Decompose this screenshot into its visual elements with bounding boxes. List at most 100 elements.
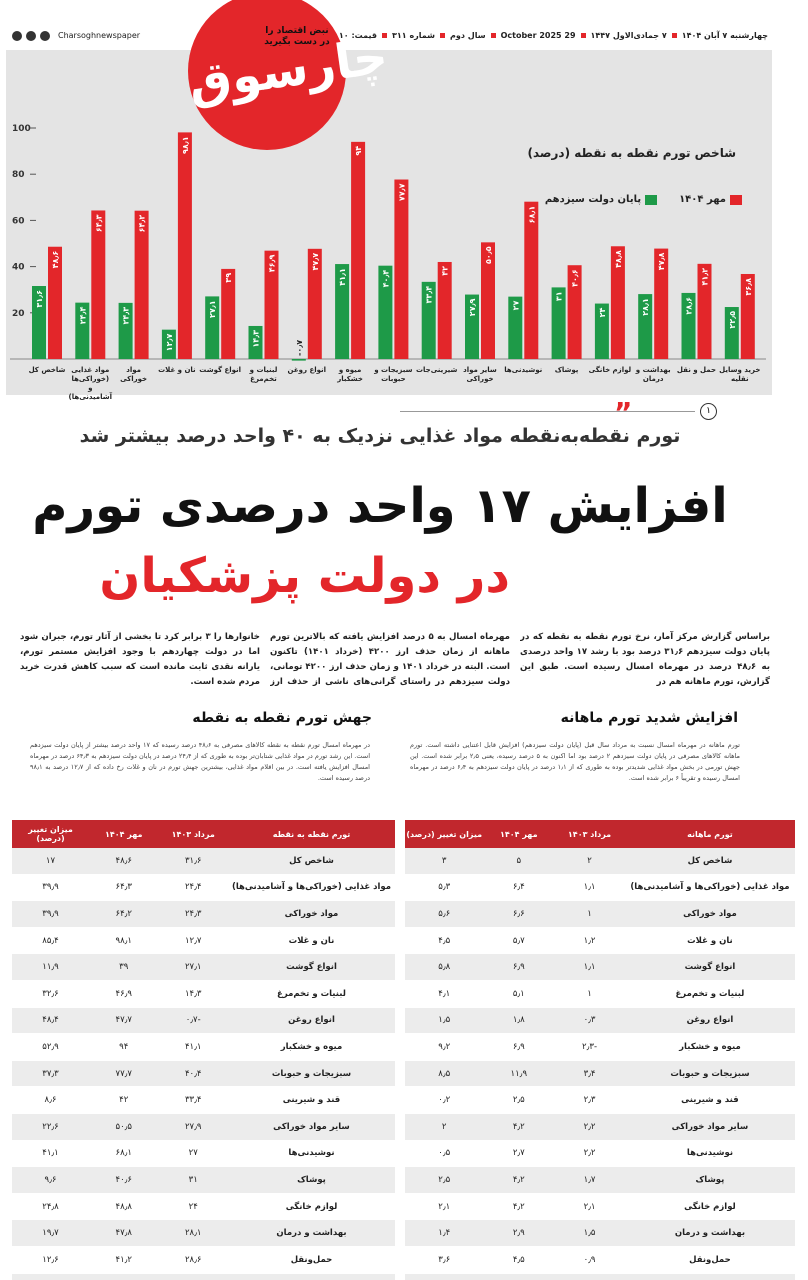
logo-disc <box>188 0 346 150</box>
social-icon[interactable] <box>12 31 22 41</box>
value-label: -۰٫۷ <box>295 340 304 356</box>
table-cell: ۸۵٫۴ <box>12 927 89 955</box>
y-tick-label: 100 <box>12 124 31 134</box>
bar <box>307 248 322 359</box>
category-label: مواد غذایی (خوراکی‌ها و آشامیدنی‌ها) <box>68 366 113 401</box>
category-label: میوه و خشکبار <box>337 366 363 383</box>
table-cell: ۵ <box>483 848 555 875</box>
category-label: شاخص کل <box>28 366 66 374</box>
value-label: ۳۱٫۶ <box>35 290 44 308</box>
table-cell: -۰٫۷ <box>554 1273 625 1280</box>
table-cell: انواع گوشت <box>624 953 795 981</box>
value-label: ۴۷٫۸ <box>657 252 666 270</box>
table-row: قند و شیرینی ۳۳٫۴ ۴۲ ۸٫۶ <box>12 1086 395 1114</box>
bar <box>421 281 436 359</box>
column-header: تورم نقطه به نقطه <box>227 820 395 848</box>
bar <box>335 264 350 359</box>
value-label: ۷۷٫۷ <box>397 183 406 201</box>
table-row: مواد خوراکی ۱ ۶٫۶ ۵٫۶ <box>405 900 795 928</box>
value-label: ۲۴٫۴ <box>78 307 87 325</box>
table-cell: ۱۱٫۹ <box>12 953 89 981</box>
table-cell: نوشیدنی‌ها <box>227 1140 395 1168</box>
table-row: نوشیدنی‌ها ۲٫۲ ۲٫۷ ۰٫۵ <box>405 1140 795 1168</box>
bar <box>740 273 755 359</box>
table-cell: ۱٫۴ <box>405 1219 484 1247</box>
table-cell: ۴٫۲ <box>483 1113 555 1141</box>
table-cell: ۱۱٫۹ <box>483 1060 555 1088</box>
column-header: مرداد ۱۴۰۳ <box>554 820 625 848</box>
table-cell: ۰٫۵ <box>405 1140 484 1168</box>
value-label: ۴۷٫۷ <box>311 253 320 271</box>
page-number: ۱ <box>700 403 717 420</box>
value-label: ۹۴ <box>354 146 363 156</box>
value-label: ۳۳٫۴ <box>425 286 434 304</box>
table-cell: لوازم خانگی <box>624 1193 795 1221</box>
table-cell: ۳۲٫۶ <box>12 980 89 1008</box>
table-cell: ۱۴٫۳ <box>12 1273 89 1280</box>
bar <box>291 359 306 361</box>
headline: افزایش ۱۷ واحد درصدی تورم <box>32 478 728 534</box>
table-row: حمل‌ونقل ۰٫۹ ۴٫۵ ۳٫۶ <box>405 1246 795 1274</box>
table-cell: انواع روغن <box>227 1007 395 1035</box>
table-cell: ۳۱٫۶ <box>158 848 228 875</box>
table-cell: ۲۲٫۵ <box>158 1273 228 1280</box>
table-cell: ۲۴٫۴ <box>158 874 228 902</box>
y-tick-label: 20 <box>12 309 25 319</box>
table-cell: ۱٫۱ <box>554 874 625 902</box>
table-cell: مواد خوراکی <box>624 900 795 928</box>
table-cell: ۴۸٫۴ <box>12 1007 89 1035</box>
table-cell: شاخص کل <box>227 848 395 875</box>
category-label: لبنیات و تخم‌مرغ <box>249 366 278 383</box>
category-label: بهداشت و درمان <box>635 366 671 383</box>
table-cell: ۴۰٫۶ <box>89 1166 159 1194</box>
table-row: انواع گوشت ۲۷٫۱ ۳۹ ۱۱٫۹ <box>12 953 395 981</box>
legend-label: پایان دولت سیزدهم <box>544 194 642 205</box>
table-cell: ۹۸٫۱ <box>89 927 159 955</box>
table-cell: ۴۱٫۱ <box>12 1140 89 1168</box>
table-row: نان و غلات ۱۲٫۷ ۹۸٫۱ ۸۵٫۴ <box>12 927 395 955</box>
separator <box>490 33 496 38</box>
bar <box>594 303 609 359</box>
table-cell: ۱٫۸ <box>483 1007 555 1035</box>
bar <box>724 307 739 359</box>
social-icon[interactable] <box>26 31 36 41</box>
lede-text: مهرماه امسال به ۵ درصد افزایش یافته که ب… <box>270 632 510 687</box>
table-cell: حمل‌ونقل <box>624 1246 795 1274</box>
table-cell: ۲٫۲ <box>554 1140 625 1168</box>
table-row: بهداشت و درمان ۲۸٫۱ ۴۷٫۸ ۱۹٫۷ <box>12 1219 395 1247</box>
value-label: ۴۸٫۸ <box>614 250 623 268</box>
table-cell: انواع گوشت <box>227 953 395 981</box>
table-cell: ۰٫۳ <box>554 1007 625 1035</box>
value-label: ۴۱٫۲ <box>701 268 710 286</box>
slogan: نبض اقتصاد را در دست بگیرید <box>264 26 330 47</box>
value-label: ۲۷٫۱ <box>208 300 217 318</box>
table-cell: شاخص کل <box>624 848 795 875</box>
bar <box>161 329 176 359</box>
table-cell: مواد غذایی (خوراکی‌ها و آشامیدنی‌ها) <box>227 874 395 902</box>
rule <box>400 411 695 412</box>
category-label: نان و غلات <box>158 366 196 374</box>
table-cell: ۳۶٫۸ <box>89 1273 159 1280</box>
table-cell: ۵٫۱ <box>483 980 555 1008</box>
value-label: ۴۰٫۶ <box>571 269 580 287</box>
value-label: ۲۲٫۵ <box>728 311 737 329</box>
table-cell: -۲٫۳ <box>554 1033 625 1061</box>
table-cell: ۱۷ <box>12 848 89 875</box>
bar <box>394 179 409 359</box>
table-cell: ۲ <box>405 1113 484 1141</box>
table-cell: ۴٫۵ <box>405 927 484 955</box>
table-cell: ۹٫۲ <box>405 1033 484 1061</box>
bar <box>177 132 192 359</box>
table-row: نان و غلات ۱٫۲ ۵٫۷ ۴٫۵ <box>405 927 795 955</box>
lede-text: خانوارها را ۳ برابر کرد تا بخشی از آثار … <box>20 632 260 687</box>
table-cell: بهداشت و درمان <box>624 1219 795 1247</box>
table-cell: ۲۲٫۶ <box>12 1113 89 1141</box>
table-row: لبنیات و تخم‌مرغ ۱۴٫۳ ۴۶٫۹ ۳۲٫۶ <box>12 980 395 1008</box>
social-icon[interactable] <box>40 31 50 41</box>
category-label: سایر مواد خوراکی <box>463 366 497 383</box>
table-cell: ۴۲ <box>89 1086 159 1114</box>
bar <box>551 287 566 359</box>
table-row: مواد خوراکی ۲۴٫۳ ۶۴٫۲ ۳۹٫۹ <box>12 900 395 928</box>
table-cell: ۹۴ <box>89 1033 159 1061</box>
lede-text: براساس گزارش مرکز آمار، نرخ تورم نقطه به… <box>520 632 770 687</box>
